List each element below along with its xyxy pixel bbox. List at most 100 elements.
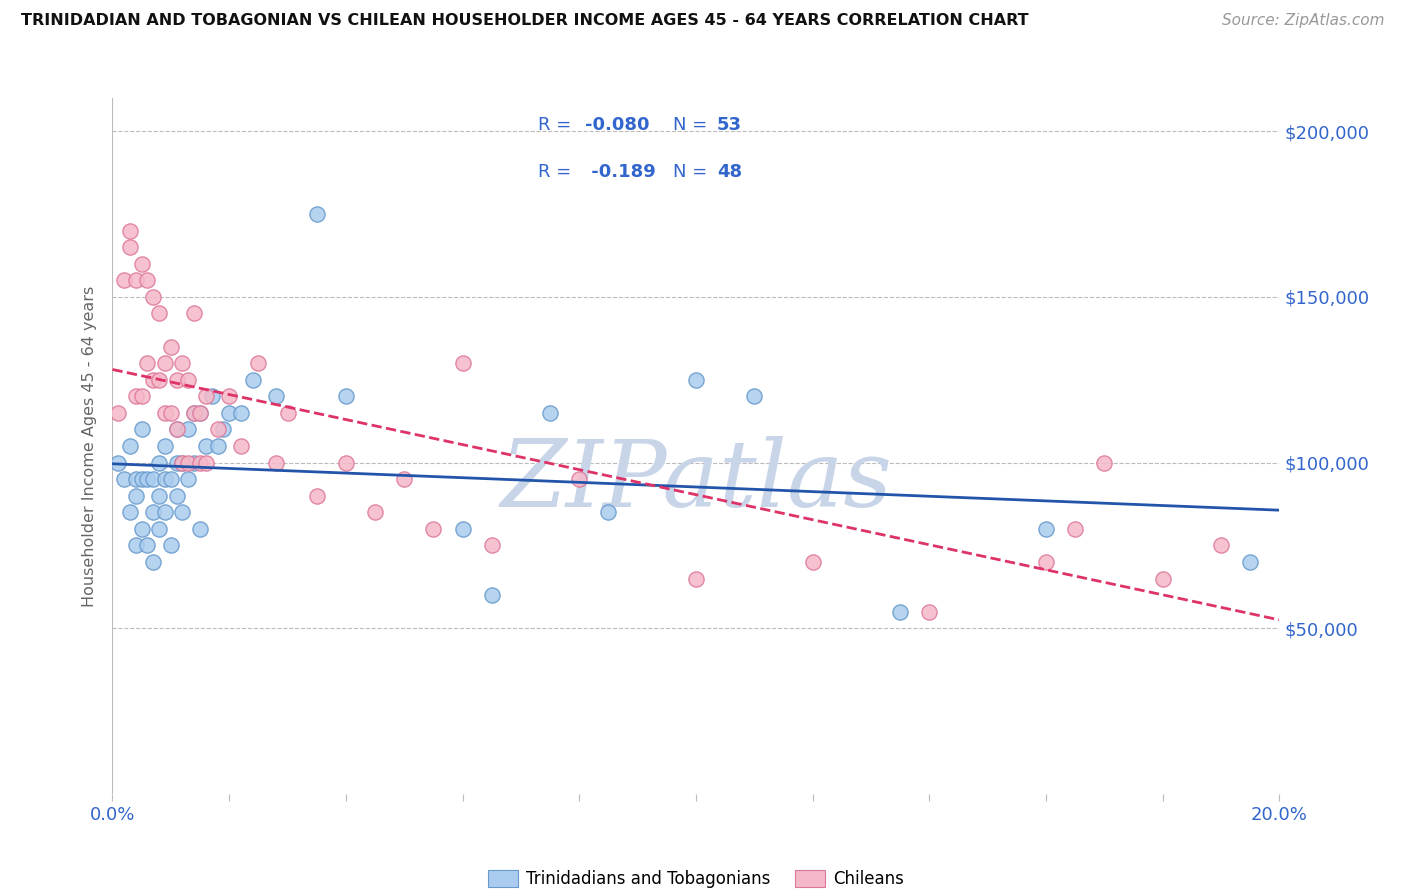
Point: [194, 456, 217, 470]
Point: [538, 406, 561, 420]
Point: [142, 555, 165, 569]
Point: [422, 522, 444, 536]
Point: [247, 356, 270, 370]
Point: [166, 422, 188, 436]
Point: [125, 489, 148, 503]
Text: ZIPatlas: ZIPatlas: [501, 436, 891, 525]
Point: [598, 505, 620, 519]
Point: [148, 373, 170, 387]
Point: [183, 406, 205, 420]
Point: [177, 472, 200, 486]
Point: [264, 456, 287, 470]
Point: [136, 273, 159, 287]
Point: [142, 472, 165, 486]
Point: [142, 290, 165, 304]
Point: [153, 406, 176, 420]
Point: [451, 522, 474, 536]
Point: [118, 240, 141, 254]
Point: [172, 505, 194, 519]
Point: [194, 389, 217, 403]
Point: [160, 538, 183, 552]
Y-axis label: Householder Income Ages 45 - 64 years: Householder Income Ages 45 - 64 years: [82, 285, 97, 607]
Point: [148, 306, 170, 320]
Point: [188, 406, 211, 420]
Point: [801, 555, 824, 569]
Point: [142, 505, 165, 519]
Point: [685, 572, 707, 586]
Text: TRINIDADIAN AND TOBAGONIAN VS CHILEAN HOUSEHOLDER INCOME AGES 45 - 64 YEARS CORR: TRINIDADIAN AND TOBAGONIAN VS CHILEAN HO…: [21, 13, 1029, 29]
Point: [889, 605, 911, 619]
Point: [364, 505, 387, 519]
Point: [183, 456, 205, 470]
Point: [207, 422, 229, 436]
Point: [136, 538, 159, 552]
Point: [112, 472, 135, 486]
Point: [136, 472, 159, 486]
Text: 48: 48: [717, 163, 742, 181]
Point: [229, 439, 252, 453]
Point: [481, 538, 503, 552]
Text: Source: ZipAtlas.com: Source: ZipAtlas.com: [1222, 13, 1385, 29]
Point: [172, 356, 194, 370]
Point: [742, 389, 765, 403]
Point: [148, 456, 170, 470]
Point: [918, 605, 941, 619]
Text: N =: N =: [672, 116, 713, 134]
Point: [1064, 522, 1087, 536]
Point: [142, 373, 165, 387]
Point: [305, 207, 328, 221]
Point: [166, 489, 188, 503]
Point: [392, 472, 416, 486]
Point: [131, 472, 153, 486]
Point: [172, 456, 194, 470]
Point: [177, 456, 200, 470]
Point: [264, 389, 287, 403]
Point: [1209, 538, 1232, 552]
Point: [125, 538, 148, 552]
Point: [131, 257, 153, 271]
Point: [568, 472, 591, 486]
Point: [335, 389, 357, 403]
Point: [118, 505, 141, 519]
Point: [212, 422, 235, 436]
Point: [166, 422, 188, 436]
Point: [166, 373, 188, 387]
Point: [131, 522, 153, 536]
Point: [118, 439, 141, 453]
Point: [242, 373, 264, 387]
Point: [335, 456, 357, 470]
Text: N =: N =: [672, 163, 713, 181]
Point: [136, 356, 159, 370]
Point: [685, 373, 707, 387]
Point: [153, 505, 176, 519]
Point: [148, 522, 170, 536]
Legend: Trinidadians and Tobagonians, Chileans: Trinidadians and Tobagonians, Chileans: [479, 862, 912, 892]
Point: [183, 406, 205, 420]
Point: [160, 340, 183, 354]
Point: [166, 456, 188, 470]
Text: 53: 53: [717, 116, 742, 134]
Point: [112, 273, 135, 287]
Point: [125, 273, 148, 287]
Point: [201, 389, 224, 403]
Point: [1092, 456, 1115, 470]
Text: R =: R =: [538, 116, 578, 134]
Point: [172, 456, 194, 470]
Point: [1239, 555, 1261, 569]
Text: -0.080: -0.080: [585, 116, 650, 134]
Point: [107, 406, 129, 420]
Text: -0.189: -0.189: [585, 163, 655, 181]
Point: [194, 439, 217, 453]
Point: [188, 406, 211, 420]
Point: [153, 356, 176, 370]
Text: R =: R =: [538, 163, 578, 181]
Point: [276, 406, 298, 420]
Point: [160, 406, 183, 420]
Point: [218, 389, 240, 403]
Point: [118, 224, 141, 238]
Point: [177, 373, 200, 387]
Point: [188, 456, 211, 470]
Point: [188, 522, 211, 536]
Point: [229, 406, 252, 420]
Point: [148, 489, 170, 503]
